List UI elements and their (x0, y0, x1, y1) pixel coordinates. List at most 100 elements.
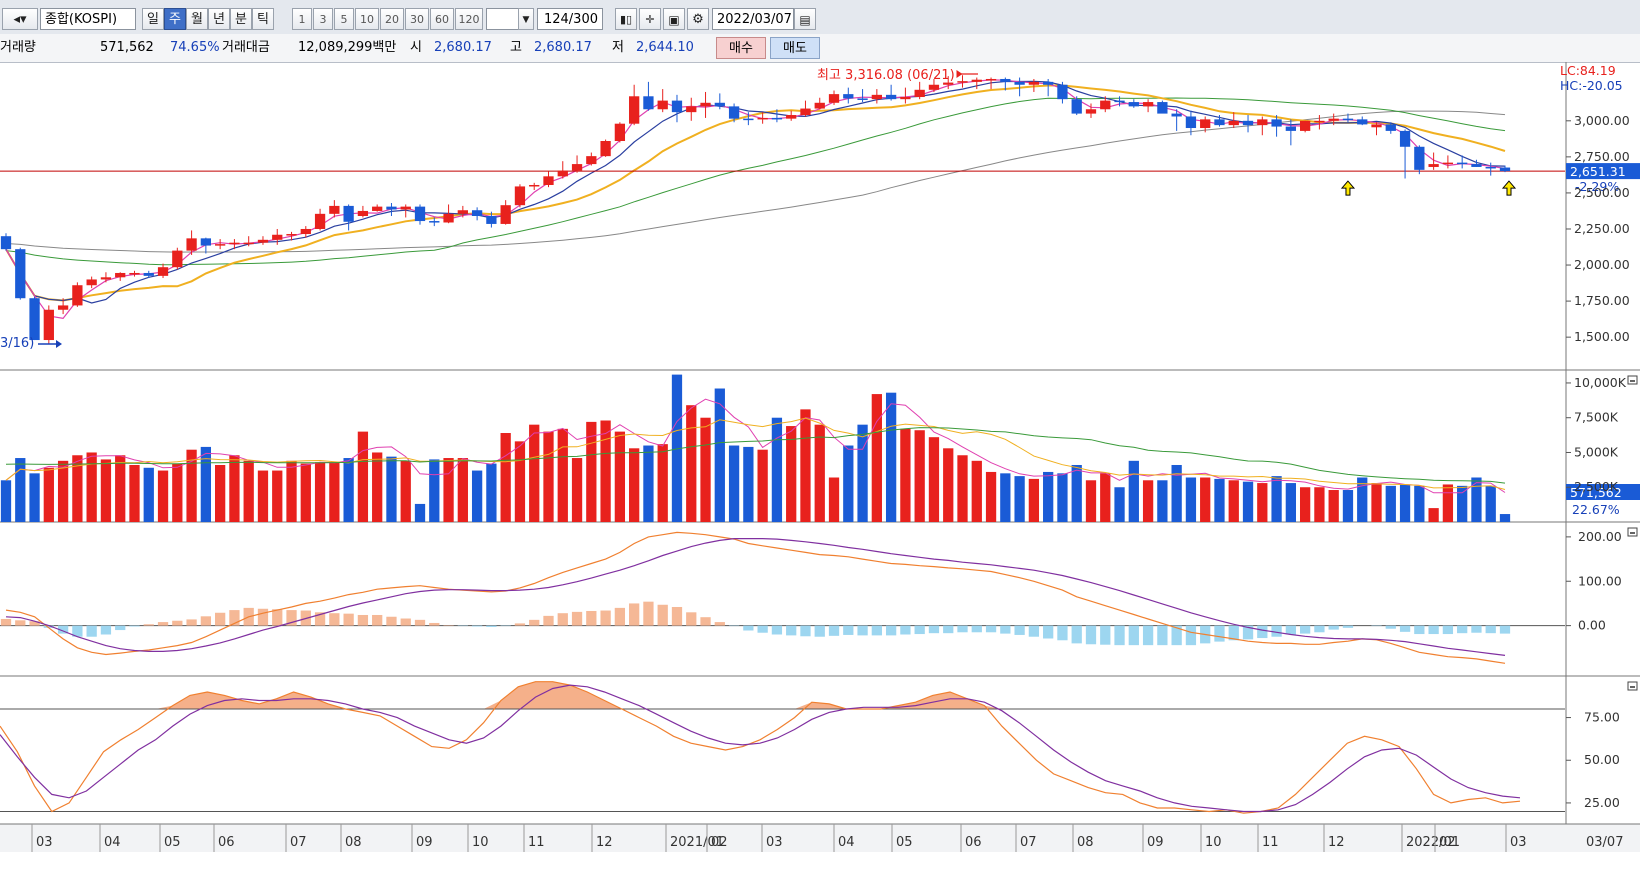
period-button-2[interactable]: 월 (186, 8, 208, 30)
candle[interactable] (543, 171, 554, 188)
candle[interactable] (115, 272, 126, 281)
stochastic-panel[interactable] (0, 681, 1565, 814)
minute-button-120[interactable]: 120 (455, 8, 483, 30)
minute-button-30[interactable]: 30 (405, 8, 429, 30)
candle[interactable] (914, 81, 925, 100)
candle[interactable] (243, 236, 254, 247)
candle[interactable] (357, 205, 369, 218)
candle[interactable] (900, 87, 911, 104)
candle[interactable] (500, 200, 511, 225)
candle[interactable] (1157, 100, 1168, 114)
custom-period-dropdown[interactable]: ▼ (518, 8, 534, 30)
candle[interactable] (1414, 145, 1425, 175)
panel-minimize-icon[interactable] (1627, 527, 1638, 537)
period-button-1[interactable]: 주 (164, 8, 186, 30)
candle[interactable] (186, 230, 197, 255)
candle[interactable] (471, 207, 483, 221)
candle[interactable] (272, 228, 283, 245)
candle[interactable] (714, 93, 725, 110)
candle[interactable] (1228, 112, 1239, 129)
candle[interactable] (943, 76, 954, 90)
candle[interactable] (57, 298, 69, 315)
candle[interactable] (786, 110, 797, 121)
candle[interactable] (629, 84, 640, 126)
candle[interactable] (1214, 115, 1225, 127)
date-field[interactable]: 2022/03/07 (712, 8, 794, 30)
stock-chart-area[interactable]: 최고 3,316.08 (06/21) 3/16) LC:84.19HC:-20.0… (0, 62, 1640, 886)
candle[interactable] (743, 112, 754, 126)
candle[interactable] (100, 272, 112, 283)
candle[interactable] (1371, 122, 1382, 136)
candle[interactable] (400, 204, 411, 218)
calendar-button[interactable]: ▤ (794, 8, 816, 30)
candle[interactable] (1242, 115, 1254, 133)
buy-button[interactable]: 매수 (716, 37, 766, 59)
candle[interactable] (586, 152, 597, 166)
candle[interactable] (600, 139, 611, 157)
period-button-3[interactable]: 년 (208, 8, 230, 30)
panel-minimize-icon[interactable] (1627, 681, 1638, 691)
candle[interactable] (671, 94, 683, 123)
candle[interactable] (29, 296, 40, 341)
candle[interactable] (871, 89, 882, 104)
candle[interactable] (129, 270, 140, 277)
candle[interactable] (985, 77, 997, 90)
candle[interactable] (800, 100, 811, 117)
minute-button-10[interactable]: 10 (355, 8, 379, 30)
macd-panel[interactable] (0, 531, 1565, 664)
candle[interactable] (1285, 119, 1296, 146)
candle[interactable] (957, 75, 968, 88)
candle[interactable] (1028, 78, 1040, 92)
candle[interactable] (843, 87, 854, 104)
settings-button[interactable]: ⚙ (687, 8, 709, 30)
minute-button-1[interactable]: 1 (292, 8, 312, 30)
candle[interactable] (1185, 110, 1197, 136)
candle[interactable] (557, 161, 568, 179)
panel-minimize-icon[interactable] (1627, 375, 1638, 385)
candle[interactable] (700, 91, 711, 118)
candle[interactable] (1271, 115, 1282, 137)
candle[interactable] (1142, 99, 1154, 113)
candle[interactable] (15, 247, 26, 300)
candle[interactable] (1299, 120, 1311, 133)
candle[interactable] (1014, 77, 1025, 97)
candle[interactable] (386, 203, 397, 216)
candle[interactable] (457, 205, 468, 218)
candle[interactable] (529, 182, 540, 191)
candle[interactable] (728, 103, 740, 123)
candle[interactable] (343, 204, 354, 231)
candle[interactable] (86, 276, 97, 289)
candle[interactable] (1442, 155, 1454, 169)
candle[interactable] (1399, 129, 1411, 179)
save-button[interactable]: ▣ (663, 8, 685, 30)
candle[interactable] (814, 97, 825, 110)
candle[interactable] (0, 233, 12, 251)
candle[interactable] (1314, 115, 1325, 130)
index-name-field[interactable]: 종합(KOSPI) (40, 8, 136, 30)
candle[interactable] (229, 239, 240, 250)
candle[interactable] (43, 305, 54, 345)
candle[interactable] (1257, 116, 1268, 136)
candle[interactable] (643, 81, 654, 111)
candle[interactable] (828, 90, 840, 105)
candle[interactable] (1457, 155, 1468, 169)
candle[interactable] (1428, 152, 1439, 170)
candle[interactable] (72, 282, 83, 307)
candle[interactable] (414, 204, 426, 225)
candle[interactable] (1043, 78, 1054, 97)
candle-type-button[interactable]: ▮▯ (615, 8, 637, 30)
candle[interactable] (314, 208, 326, 231)
candle[interactable] (1385, 122, 1396, 134)
minute-button-60[interactable]: 60 (430, 8, 454, 30)
candle[interactable] (1100, 96, 1111, 113)
candle[interactable] (857, 89, 868, 103)
price-panel[interactable]: 최고 3,316.08 (06/21) 3/16) LC:84.19HC:-20.0… (0, 63, 1640, 351)
candle[interactable] (172, 247, 183, 270)
candle[interactable] (614, 122, 626, 143)
minute-button-5[interactable]: 5 (334, 8, 354, 30)
candle[interactable] (1499, 165, 1511, 173)
candle[interactable] (1057, 81, 1068, 104)
candle[interactable] (329, 200, 340, 218)
candle[interactable] (571, 155, 583, 173)
candle[interactable] (372, 204, 383, 212)
